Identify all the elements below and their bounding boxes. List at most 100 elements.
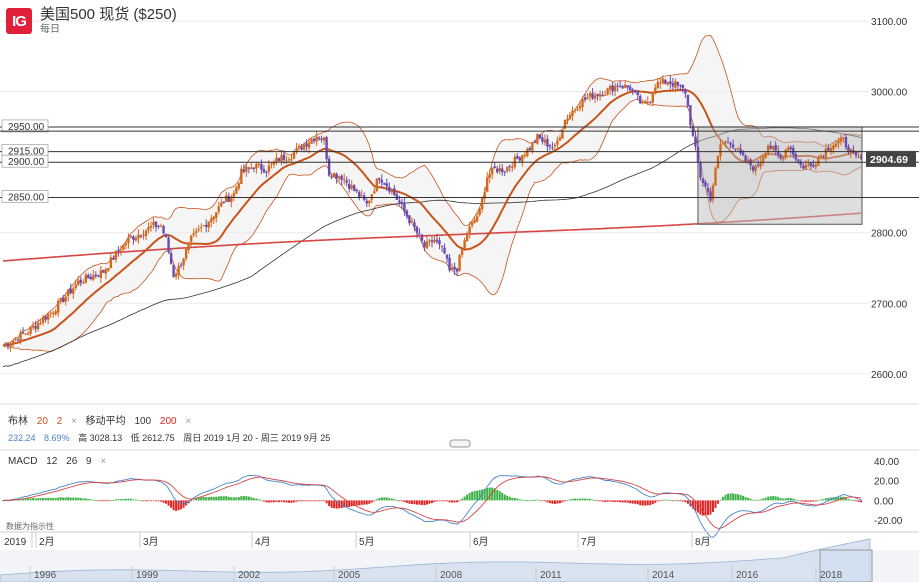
candle-body [832,145,835,150]
macd-histogram-bar [501,492,504,501]
level-label: 2915.00 [8,147,45,158]
candle-body [616,85,619,87]
macd-histogram-bar [601,500,604,502]
candle-body [162,226,165,234]
candle-body [383,182,386,185]
ma-period-2[interactable]: 200 [159,416,177,427]
ma-label[interactable]: 移动平均 [85,416,126,427]
candle-body [634,90,637,92]
candle-body [674,81,677,88]
candle-body [438,240,441,245]
candle-body [654,87,657,94]
macd-histogram-bar [82,498,85,501]
candle-body [804,165,808,170]
candle-body [149,225,153,228]
candle-body [518,157,522,161]
macd-histogram-bar [596,500,599,502]
macd-histogram-bar [127,498,130,501]
macd-histogram-bar [247,496,250,501]
macd-histogram-bar [255,498,258,501]
candle-body [315,136,318,142]
candle-body [172,265,175,278]
macd-histogram-bar [190,500,193,502]
candle-body [36,323,40,330]
ma-period-1[interactable]: 100 [134,416,152,427]
macd-histogram-bar [571,498,574,501]
candle-body [280,155,283,162]
candle-body [566,119,569,121]
macd-histogram-bar [410,500,413,504]
candle-body [4,343,7,345]
candle-body [215,212,218,218]
candle-body [741,152,745,156]
candle-body [365,200,368,204]
candle-body [21,332,25,334]
macd-histogram-bar [594,500,597,501]
macd-histogram-bar [837,496,840,501]
macd-histogram-bar [117,499,120,501]
macd-histogram-bar [145,500,147,502]
macd-histogram-bar [644,500,647,506]
macd-slow[interactable]: 26 [66,456,78,467]
boll-dev[interactable]: 2 [56,416,63,427]
candle-body [839,137,843,142]
candle-body [305,143,308,147]
macd-histogram-bar [315,500,318,502]
macd-histogram-bar [37,498,40,501]
level-label-box [1,119,49,133]
boll-period[interactable]: 20 [36,416,48,427]
level-label: 2850.00 [8,192,45,203]
macd-histogram-bar [533,500,536,501]
candle-body [205,224,208,227]
candle-body [852,150,855,152]
candle-body [119,250,123,252]
macd-histogram-bar [779,497,782,501]
macd-label[interactable]: MACD [8,456,38,467]
macd-histogram-bar [353,500,356,506]
macd-histogram-bar [814,500,817,502]
stat-range: 周日 2019 1月 20 - 周三 2019 9月 25 [183,433,331,443]
macd-histogram-bar [636,500,639,505]
macd-histogram-bar [757,499,760,501]
candle-body [563,120,567,129]
candle-body [596,94,599,97]
candle-body [235,187,238,194]
macd-histogram-bar [79,497,82,501]
macd-histogram-bar [443,500,446,502]
macd-histogram-bar [787,497,790,501]
candle-body [623,84,627,88]
candle-body [694,136,697,147]
macd-histogram-bar [829,497,832,501]
boll-close-icon[interactable]: × [71,416,77,427]
candle-body [290,159,293,161]
macd-histogram-bar [714,500,717,509]
macd-histogram-bar [67,497,70,501]
candle-body [646,101,649,103]
macd-histogram-bar [240,496,243,501]
macd-signal[interactable]: 9 [86,456,92,467]
macd-histogram-bar [335,500,338,509]
macd-histogram-bar [536,499,539,501]
candle-body [360,195,363,197]
candle-body [255,163,258,169]
candle-body [275,157,278,163]
macd-histogram-bar [390,498,393,501]
candle-body [714,168,717,186]
macd-histogram-bar [797,500,800,502]
candle-body [849,148,853,153]
candle-body [807,164,810,166]
macd-histogram-bar [139,500,142,502]
macd-close-icon[interactable]: × [100,456,107,467]
macd-histogram-bar [303,500,306,502]
macd-fast[interactable]: 12 [46,456,58,467]
ma-close-icon[interactable]: × [185,416,192,427]
candle-body [822,156,825,158]
candle-body [701,178,705,183]
macd-histogram-bar [69,497,72,501]
macd-histogram-bar [318,500,321,502]
boll-label[interactable]: 布林 [8,416,28,427]
macd-histogram-bar [767,496,770,501]
candle-body [689,105,692,126]
macd-histogram-bar [704,500,707,516]
candle-body [463,240,466,249]
